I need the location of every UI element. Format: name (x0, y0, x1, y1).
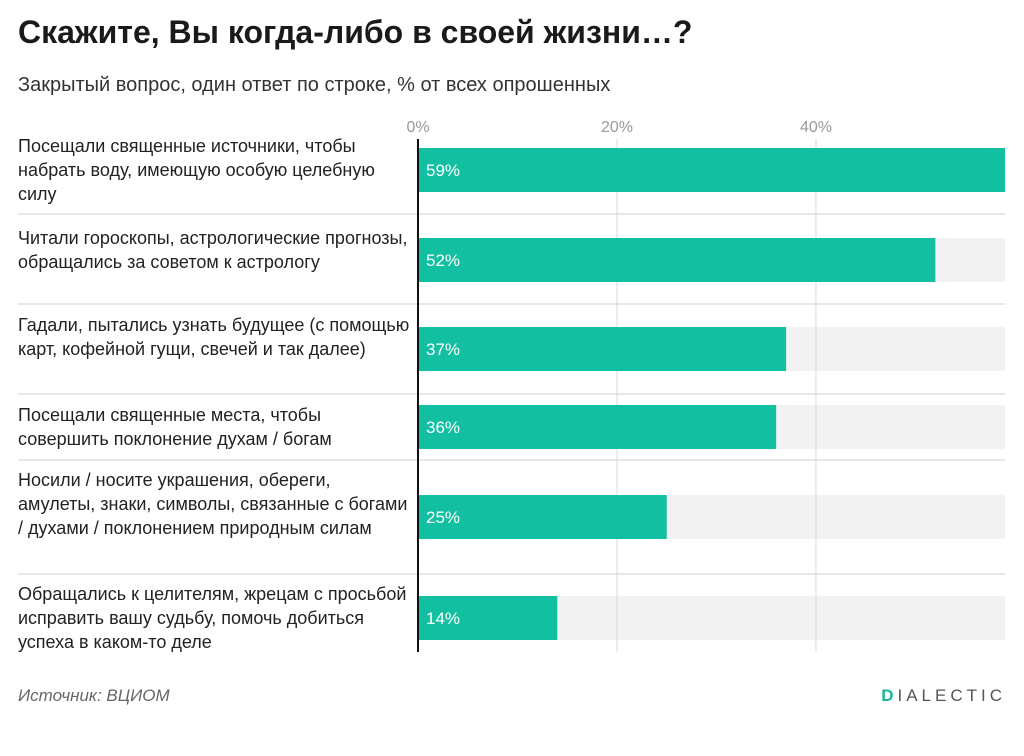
x-tick-label: 40% (800, 119, 832, 136)
value-label: 52% (426, 251, 460, 270)
brand-logo: DIALECTIC (881, 686, 1006, 706)
bar (418, 495, 667, 539)
bar (418, 238, 936, 282)
category-label: Посещали священные источники, чтобы набр… (18, 136, 375, 204)
value-label: 59% (426, 161, 460, 180)
x-tick-label: 20% (601, 119, 633, 136)
value-label: 37% (426, 340, 460, 359)
category-label: Обращались к целителям, жрецам с просьбо… (18, 584, 407, 652)
category-label: Гадали, пытались узнать будущее (с помощ… (18, 315, 410, 359)
category-label: Посещали священные места, чтобы совершит… (18, 405, 332, 449)
category-label: Читали гороскопы, астрологические прогно… (18, 228, 408, 272)
brand-logo-accent: D (881, 686, 898, 705)
brand-logo-rest: IALECTIC (897, 686, 1006, 705)
bar (418, 327, 787, 371)
value-label: 36% (426, 418, 460, 437)
source-note: Источник: ВЦИОМ (18, 686, 170, 705)
bar (418, 596, 558, 640)
x-tick-label: 0% (406, 119, 429, 136)
bar (418, 405, 777, 449)
chart-title: Скажите, Вы когда-либо в своей жизни…? (18, 14, 693, 50)
value-label: 25% (426, 508, 460, 527)
category-label: Носили / носите украшения, обереги, амул… (18, 470, 408, 538)
bar-chart: 0% 20% 40% 59% 52% 37% 36% 25% 14% (18, 119, 1005, 652)
value-label: 14% (426, 609, 460, 628)
bar (418, 148, 1005, 192)
chart-subtitle: Закрытый вопрос, один ответ по строке, %… (18, 74, 611, 96)
